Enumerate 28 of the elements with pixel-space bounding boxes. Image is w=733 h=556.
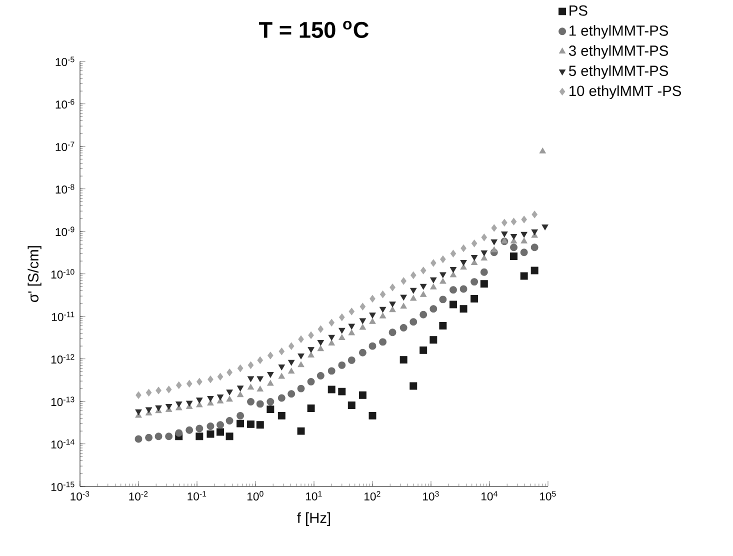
y-tick-label: 10$^{-7}$ <box>56 142 74 151</box>
legend-label: 3 ethylMMT-PS <box>568 44 668 59</box>
y-tick-label: 10$^{-13}$ <box>51 396 74 406</box>
legend-label: 1 ethylMMT-PS <box>570 24 668 39</box>
y-axis-title: σ' [S/cm] <box>28 246 42 302</box>
y-tick-label: 10$^{-6}$ <box>56 98 74 108</box>
y-tick-label: 10$^{-10}$ <box>51 268 74 278</box>
x-tick-label: 10$^{4}$ <box>482 490 498 500</box>
y-tick-label: 10$^{-12}$ <box>51 354 74 364</box>
chart-title: T = 150 $^{o}$C <box>258 20 369 38</box>
y-tick-label: 10$^{-5}$ <box>56 56 74 66</box>
y-tick-label: 10$^{-14}$ <box>51 439 74 448</box>
x-tick-label: 10$^{3}$ <box>423 490 439 500</box>
legend-label: 10 ethylMMT -PS <box>570 85 681 99</box>
x-tick-label: 10$^{-3}$ <box>70 490 90 500</box>
x-tick-label: 10$^{0}$ <box>248 490 264 500</box>
y-tick-label: 10$^{-15}$ <box>51 482 74 491</box>
y-tick-label: 10$^{-11}$ <box>52 312 74 321</box>
x-tick-label: 10$^{-2}$ <box>129 490 148 500</box>
y-tick-label: 10$^{-8}$ <box>56 184 74 194</box>
x-axis-title: f [Hz] <box>297 512 330 526</box>
x-tick-label: 10$^{2}$ <box>364 490 380 500</box>
x-tick-label: 10$^{-1}$ <box>188 490 206 500</box>
x-tick-label: 10$^{1}$ <box>306 490 322 500</box>
x-tick-label: 10$^{5}$ <box>540 490 556 500</box>
y-tick-label: 10$^{-9}$ <box>56 226 74 236</box>
legend-label: 5 ethylMMT-PS <box>569 65 668 79</box>
legend-label: PS <box>570 5 588 16</box>
